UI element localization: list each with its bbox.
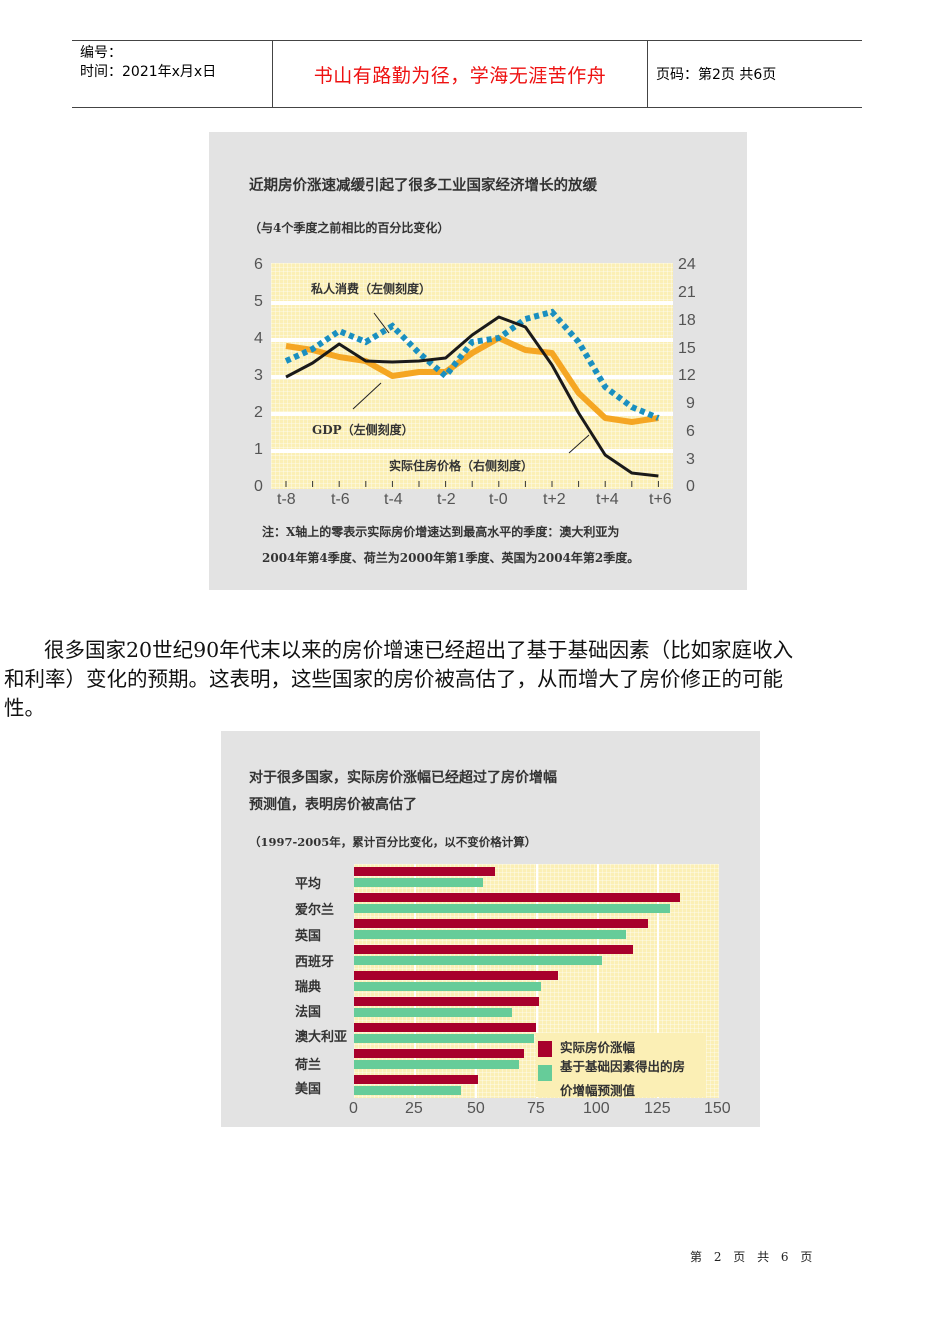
x-tick: t+4 [596,491,619,508]
predicted-bar [354,1034,534,1043]
house-leader [568,434,590,454]
left-tick: 3 [254,367,263,384]
body-paragraph: 很多国家20世纪90年代末以来的房价增速已经超出了基于基础因素（比如家庭收入 和… [4,636,944,723]
category-label: 平均 [295,877,322,892]
right-tick: 9 [686,395,695,412]
consumption-line [284,308,660,421]
category-label: 英国 [295,929,322,944]
right-tick: 0 [686,478,695,495]
date-label: 时间：2021年x月x日 [80,64,217,80]
actual-bar [354,867,495,876]
right-tick: 3 [686,451,695,468]
consumption-label: 私人消费（左侧刻度） [311,282,432,296]
chart2-subtitle: （1997-2005年，累计百分比变化，以不变价格计算） [249,835,537,849]
left-tick: 2 [254,404,263,421]
chart2-title-line-2: 预测值，表明房价被高估了 [249,797,417,813]
left-tick: 5 [254,293,263,310]
x-tick: 125 [644,1100,671,1117]
x-tick: t-0 [489,491,508,508]
note-line-1: 注：X轴上的零表示实际房价增速达到最高水平的季度：澳大利亚为 [262,525,620,539]
predicted-bar [354,956,602,965]
predicted-bar [354,982,541,991]
chart1-note: 注：X轴上的零表示实际房价增速达到最高水平的季度：澳大利亚为 2004年第4季度… [262,519,639,571]
header-page-info: 页码：第2页 共6页 [656,67,777,83]
x-tick: 150 [704,1100,731,1117]
para-line-1: 很多国家20世纪90年代末以来的房价增速已经超出了基于基础因素（比如家庭收入 [44,638,794,662]
page-footer: 第 2 页 共 6 页 [690,1250,817,1264]
right-tick: 6 [686,423,695,440]
category-label: 美国 [295,1082,322,1097]
header-motto: 书山有路勤为径，学海无涯苦作舟 [272,41,648,107]
house-price-line [285,315,659,478]
x-tick: 25 [405,1100,423,1117]
predicted-bar [354,1008,512,1017]
x-tick: 0 [349,1100,358,1117]
note-line-2: 2004年第4季度、荷兰为2000年第1季度、英国为2004年第2季度。 [262,551,640,565]
predicted-bar [354,904,670,913]
x-tick: t+6 [649,491,672,508]
x-tick: t+2 [543,491,566,508]
actual-bar [354,971,558,980]
category-label: 荷兰 [295,1058,322,1073]
actual-bar [354,945,633,954]
x-tick: 100 [583,1100,610,1117]
x-tick: t-4 [384,491,403,508]
category-label: 法国 [295,1005,322,1020]
category-label: 西班牙 [295,955,335,970]
predicted-bar [354,930,626,939]
header-meta: 编号： 时间：2021年x月x日 [72,41,272,107]
left-tick: 6 [254,256,263,273]
left-tick: 0 [254,478,263,495]
predicted-bar [354,878,483,887]
right-tick: 15 [678,340,696,357]
legend-predicted-label-1: 基于基础因素得出的房 [560,1059,686,1074]
actual-bar [354,1023,536,1032]
category-label: 爱尔兰 [295,903,335,918]
actual-bar [354,893,680,902]
legend-swatch-predicted [538,1065,552,1081]
chart1-title: 近期房价涨速减缓引起了很多工业国家经济增长的放缓 [249,177,597,194]
left-tick: 4 [254,330,263,347]
category-label: 澳大利亚 [295,1030,348,1045]
document-header: 编号： 时间：2021年x月x日 书山有路勤为径，学海无涯苦作舟 页码：第2页 … [72,40,862,108]
right-tick: 21 [678,284,696,301]
serial-label: 编号： [80,45,122,61]
predicted-bar [354,1060,519,1069]
right-tick: 24 [678,256,696,273]
actual-bar [354,997,539,1006]
right-tick: 12 [678,367,696,384]
house-price-label: 实际住房价格（右侧刻度） [389,459,534,473]
para-line-2: 和利率）变化的预期。这表明，这些国家的房价被高估了，从而增大了房价修正的可能 [4,667,783,691]
right-tick: 18 [678,312,696,329]
predicted-bar [354,1086,461,1095]
actual-bar [354,919,648,928]
legend-swatch-actual [538,1041,552,1057]
x-tick: 75 [527,1100,545,1117]
actual-bar [354,1049,524,1058]
chart1-x-ticks [285,481,659,487]
gdp-line [285,335,659,425]
chart2-title-line-1: 对于很多国家，实际房价涨幅已经超过了房价增幅 [249,770,557,786]
consumption-leader [373,312,390,334]
para-line-3: 性。 [4,696,45,720]
gdp-leader [352,382,382,410]
gdp-label: GDP（左侧刻度） [312,423,414,437]
left-tick: 1 [254,441,263,458]
chart1-subtitle: （与4个季度之前相比的百分比变化） [249,221,450,235]
chart1-lines [271,301,673,487]
category-label: 瑞典 [295,980,322,995]
x-tick: t-2 [437,491,456,508]
x-tick: t-6 [331,491,350,508]
chart2-legend: 实际房价涨幅 基于基础因素得出的房 价增幅预测值 [536,1033,706,1098]
legend-actual-label: 实际房价涨幅 [560,1040,636,1055]
motto-text: 书山有路勤为径，学海无涯苦作舟 [313,64,607,87]
actual-bar [354,1075,478,1084]
x-tick: 50 [467,1100,485,1117]
x-tick: t-8 [277,491,296,508]
legend-predicted-label-2: 价增幅预测值 [560,1083,636,1098]
